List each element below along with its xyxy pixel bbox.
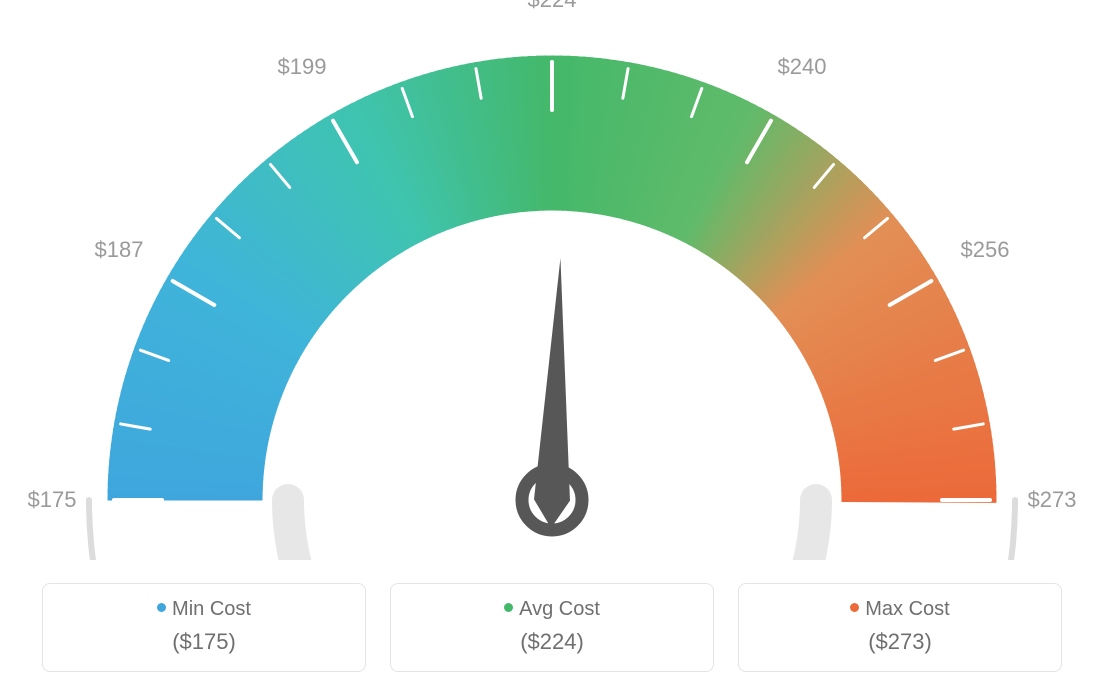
legend-label-avg: Avg Cost	[519, 598, 600, 620]
legend-dot-max	[850, 603, 859, 612]
gauge-svg	[0, 0, 1104, 560]
legend-title-min: Min Cost	[53, 598, 355, 621]
legend-label-max: Max Cost	[865, 598, 949, 620]
gauge-tick-label: $199	[278, 54, 327, 80]
legend-card-avg: Avg Cost ($224)	[390, 583, 714, 672]
gauge-tick-label: $240	[778, 54, 827, 80]
legend-label-min: Min Cost	[172, 598, 251, 620]
legend-dot-min	[157, 603, 166, 612]
legend-title-max: Max Cost	[749, 598, 1051, 621]
legend-row: Min Cost ($175) Avg Cost ($224) Max Cost…	[42, 583, 1062, 672]
gauge-tick-label: $224	[528, 0, 577, 13]
legend-card-max: Max Cost ($273)	[738, 583, 1062, 672]
legend-title-avg: Avg Cost	[401, 598, 703, 621]
gauge-needle	[534, 258, 570, 528]
legend-dot-avg	[504, 603, 513, 612]
gauge-tick-label: $256	[961, 237, 1010, 263]
gauge-tick-label: $273	[1028, 487, 1077, 513]
chart-container: $175 $187 $199 $224 $240 $256 $273 Min Cost ($…	[0, 0, 1104, 690]
gauge-tick-label: $175	[28, 487, 77, 513]
legend-card-min: Min Cost ($175)	[42, 583, 366, 672]
legend-value-min: ($175)	[53, 629, 355, 655]
gauge-area: $175 $187 $199 $224 $240 $256 $273	[0, 0, 1104, 560]
legend-value-max: ($273)	[749, 629, 1051, 655]
legend-value-avg: ($224)	[401, 629, 703, 655]
gauge-tick-label: $187	[95, 237, 144, 263]
